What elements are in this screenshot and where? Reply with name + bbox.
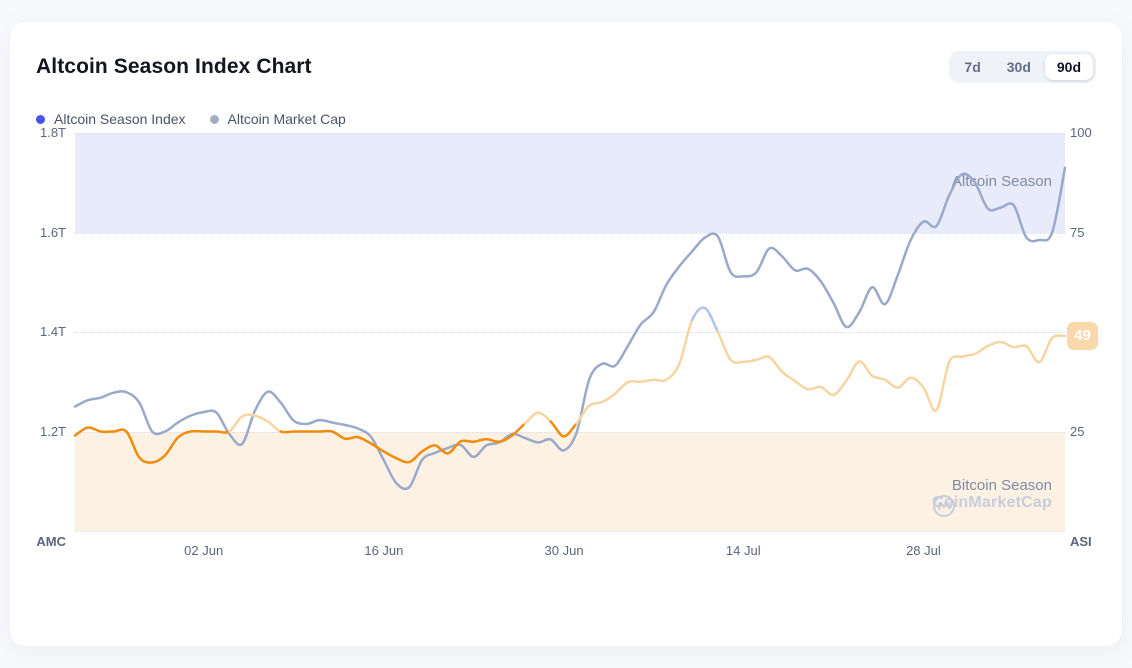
right-axis-tick: 75 bbox=[1070, 224, 1085, 240]
x-axis-tick: 30 Jun bbox=[544, 543, 584, 558]
range-selector: 7d 30d 90d bbox=[949, 51, 1096, 83]
left-axis-tick: 1.4T bbox=[39, 324, 66, 339]
plot-area: Altcoin Season Bitcoin Season CoinMarket… bbox=[73, 133, 1067, 532]
altcoin-season-index-line bbox=[279, 422, 527, 464]
gridline bbox=[75, 133, 1065, 134]
band-bitcoin-season bbox=[75, 431, 1065, 531]
asi-current-value-badge: 49 bbox=[1067, 321, 1098, 350]
altcoin-season-index-line bbox=[549, 420, 578, 438]
line-chart-svg[interactable] bbox=[73, 133, 1067, 531]
range-button-30d[interactable]: 30d bbox=[995, 54, 1043, 80]
gridline bbox=[75, 531, 1065, 532]
altcoin-market-cap-line bbox=[73, 166, 1067, 491]
x-axis-tick: 28 Jul bbox=[906, 543, 941, 558]
chart-card: Altcoin Season Index Chart 7d 30d 90d Al… bbox=[10, 22, 1122, 646]
right-axis-tick: 25 bbox=[1070, 423, 1085, 439]
x-axis-tick: 02 Jun bbox=[184, 543, 224, 558]
coinmarketcap-logo-icon bbox=[933, 495, 956, 517]
range-button-7d[interactable]: 7d bbox=[952, 54, 992, 80]
x-axis-tick: 16 Jun bbox=[364, 543, 404, 558]
gridline bbox=[75, 232, 1065, 234]
altcoin-season-index-line bbox=[73, 426, 231, 464]
bitcoin-season-zone-label: Bitcoin Season bbox=[951, 477, 1052, 494]
range-button-90d[interactable]: 90d bbox=[1044, 54, 1093, 80]
legend-label: Altcoin Market Cap bbox=[227, 111, 346, 127]
coinmarketcap-watermark: CoinMarketCap bbox=[932, 494, 1052, 517]
altcoin-season-index-line bbox=[716, 330, 1067, 413]
legend-item-altcoin-season-index[interactable]: Altcoin Season Index bbox=[36, 111, 186, 127]
left-axis-tick: 1.8T bbox=[39, 125, 66, 140]
gridline bbox=[75, 332, 1065, 333]
legend-item-altcoin-market-cap[interactable]: Altcoin Market Cap bbox=[209, 111, 346, 127]
right-axis-tick: 100 bbox=[1070, 125, 1092, 140]
altcoin-season-index-line bbox=[228, 413, 282, 433]
legend: Altcoin Season Index Altcoin Market Cap bbox=[36, 111, 346, 127]
x-axis-tick: 14 Jul bbox=[725, 543, 761, 558]
left-axis-tick: 1.2T bbox=[39, 423, 66, 439]
band-altcoin-season bbox=[75, 133, 1065, 233]
altcoin-season-index-line bbox=[523, 411, 552, 425]
watermark-text: CoinMarketCap bbox=[932, 494, 1052, 511]
left-axis-name: AMC bbox=[36, 534, 66, 549]
right-axis-name: ASI bbox=[1070, 534, 1092, 549]
altcoin-season-index-line bbox=[575, 318, 694, 425]
legend-dot-blue-icon bbox=[36, 114, 45, 124]
page-title: Altcoin Season Index Chart bbox=[36, 55, 312, 78]
left-axis-tick: 1.6T bbox=[39, 224, 66, 240]
legend-label: Altcoin Season Index bbox=[54, 111, 186, 127]
legend-dot-gray-icon bbox=[209, 114, 219, 124]
altcoin-season-index-line bbox=[690, 306, 720, 334]
